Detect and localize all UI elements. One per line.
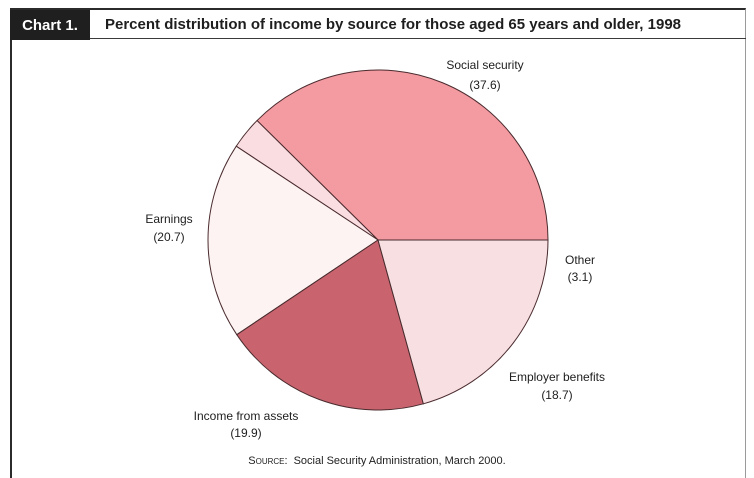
pie-slices [207, 69, 549, 411]
value-other: (3.1) [568, 270, 593, 284]
label-social-security: Social security [446, 58, 523, 72]
source-prefix: Source: [248, 455, 288, 467]
pie-slice-income-from-assets [236, 239, 424, 411]
title-divider [90, 38, 746, 39]
pie-slice-employer-benefits [207, 145, 379, 336]
value-income-from-assets: (19.9) [230, 426, 261, 440]
pie-labels: Social security (37.6) Other (3.1) Emplo… [145, 58, 605, 440]
label-other: Other [565, 253, 595, 267]
chart-title: Percent distribution of income by source… [105, 16, 682, 33]
label-earnings: Earnings [145, 212, 192, 226]
label-income-from-assets: Income from assets [194, 409, 299, 423]
value-social-security: (37.6) [469, 78, 500, 92]
pie-slice-earnings [377, 239, 549, 405]
chart-number-tag: Chart 1. [10, 10, 90, 40]
value-earnings: (20.7) [153, 230, 184, 244]
label-employer-benefits: Employer benefits [509, 370, 605, 384]
source-note: Source: Social Security Administration, M… [0, 455, 754, 467]
source-text: Social Security Administration, March 20… [293, 455, 506, 467]
value-employer-benefits: (18.7) [541, 388, 572, 402]
pie-slice-social-security [256, 69, 549, 241]
